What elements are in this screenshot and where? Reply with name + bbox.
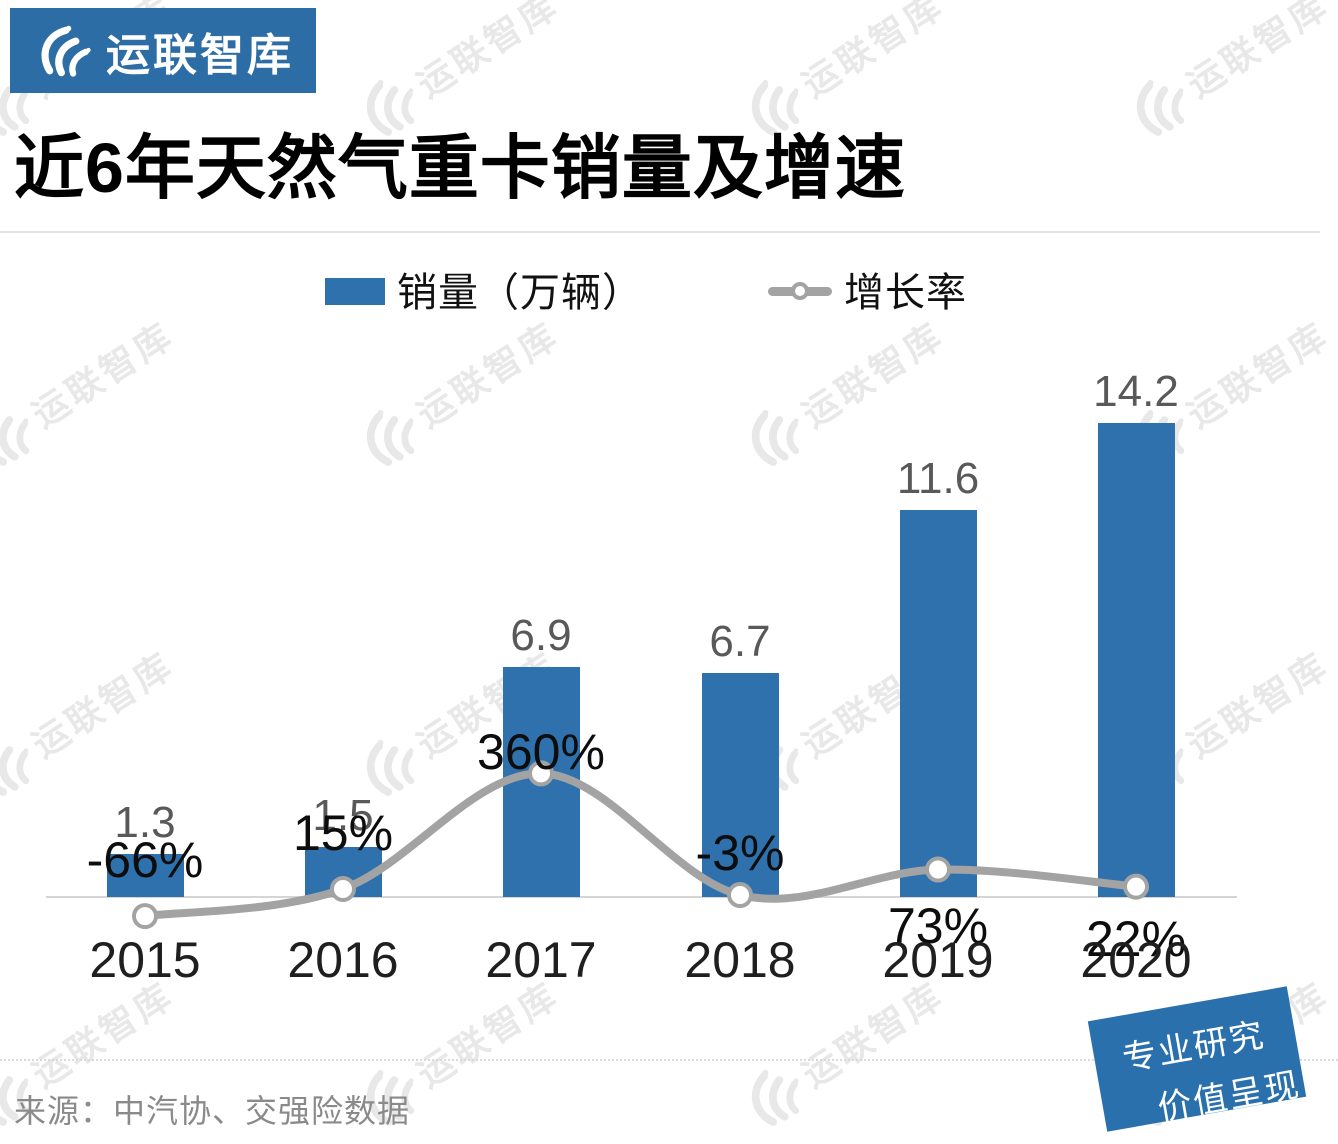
bar-value-label-2018: 6.7: [709, 617, 771, 667]
growth-rate-label-2016: 15%: [292, 805, 394, 861]
legend-growth-label: 增长率: [844, 271, 967, 315]
bar-2019: [899, 509, 977, 897]
logo-swirl-icon: [38, 24, 92, 78]
x-axis-tick-label-2015: 2015: [89, 932, 201, 988]
bar-value-label-2020: 14.2: [1093, 366, 1179, 416]
x-axis-line: [46, 896, 1237, 898]
source-note: 来源：中汽协、交强险数据: [14, 1093, 411, 1129]
x-axis-tick-label-2016: 2016: [287, 932, 399, 988]
sales-bar-swatch-icon: [325, 277, 385, 305]
growth-rate-label-2017: 360%: [477, 724, 605, 780]
logo-text: 运联智库: [106, 30, 294, 80]
growth-rate-label-2019: 73%: [887, 898, 989, 954]
x-axis-tick-label-2019: 2019: [882, 932, 994, 988]
bar-value-label-2017: 6.9: [510, 610, 572, 660]
bar-2020: [1097, 422, 1175, 897]
x-axis-tick-label-2020: 2020: [1080, 932, 1192, 988]
growth-line-marker-icon: [768, 282, 832, 300]
chart-legend: 销量（万辆） 增长率: [0, 260, 1338, 315]
legend-sales-label: 销量（万辆）: [397, 271, 643, 315]
growth-rate-label-2018: -3%: [695, 825, 785, 881]
brand-logo-badge: 运联智库: [10, 8, 316, 93]
title-divider: [0, 231, 1320, 233]
bar-value-label-2015: 1.3: [114, 797, 176, 847]
line-marker-2015: [132, 903, 158, 930]
legend-item-growth: 增长率: [768, 260, 967, 318]
footer-divider: [0, 1059, 1338, 1061]
bar-value-label-2019: 11.6: [896, 453, 980, 503]
bar-value-label-2016: 1.5: [312, 790, 374, 840]
x-axis-tick-label-2017: 2017: [485, 932, 597, 988]
growth-rate-label-2020: 22%: [1085, 911, 1187, 967]
page-title: 近6年天然气重卡销量及增速: [14, 129, 906, 207]
x-axis-tick-label-2018: 2018: [684, 932, 796, 988]
bar-2017: [502, 666, 580, 897]
growth-rate-label-2015: -66%: [86, 832, 204, 888]
legend-item-sales: 销量（万辆）: [325, 260, 643, 318]
